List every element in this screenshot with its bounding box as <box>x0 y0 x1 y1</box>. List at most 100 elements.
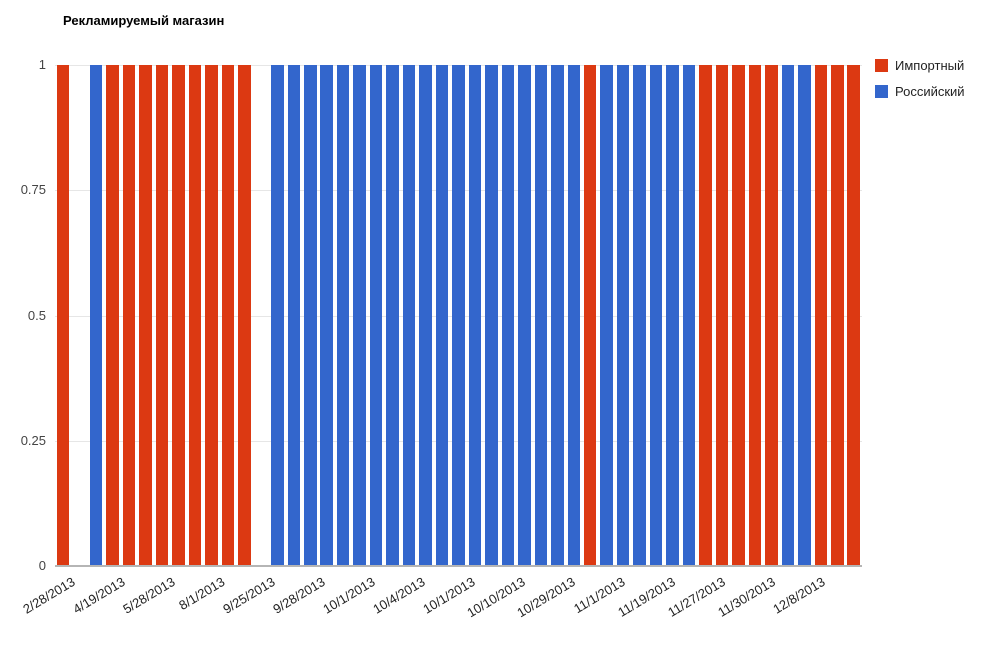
x-axis-label: 9/25/2013 <box>220 574 278 617</box>
x-axis-label: 12/8/2013 <box>770 574 828 617</box>
bar-slot <box>269 65 285 566</box>
bar-slot <box>714 65 730 566</box>
bar-slot-empty <box>71 65 87 566</box>
bar-imported[interactable] <box>831 65 844 566</box>
bar-russian[interactable] <box>271 65 284 566</box>
bar-slot <box>137 65 153 566</box>
bar-slot <box>236 65 252 566</box>
bar-russian[interactable] <box>551 65 564 566</box>
bar-slot <box>203 65 219 566</box>
bar-slot <box>121 65 137 566</box>
bar-imported[interactable] <box>205 65 218 566</box>
bar-russian[interactable] <box>419 65 432 566</box>
bar-slot <box>796 65 812 566</box>
bar-imported[interactable] <box>106 65 119 566</box>
bar-russian[interactable] <box>567 65 581 566</box>
bar-imported[interactable] <box>139 65 152 566</box>
legend-label: Российский <box>895 84 965 99</box>
bars-row <box>55 65 862 566</box>
bar-slot <box>170 65 186 566</box>
bar-russian[interactable] <box>781 65 795 566</box>
bar-russian[interactable] <box>633 65 646 566</box>
bar-imported[interactable] <box>765 65 778 566</box>
bar-imported[interactable] <box>221 65 235 566</box>
bar-slot <box>450 65 466 566</box>
bar-slot <box>846 65 862 566</box>
legend-item-imported: Импортный <box>875 58 965 73</box>
bar-slot <box>384 65 400 566</box>
bar-imported[interactable] <box>122 65 136 566</box>
bar-russian[interactable] <box>616 65 630 566</box>
bar-slot <box>434 65 450 566</box>
bar-imported[interactable] <box>748 65 762 566</box>
bar-imported[interactable] <box>814 65 828 566</box>
bar-imported[interactable] <box>238 65 251 566</box>
bar-russian[interactable] <box>452 65 465 566</box>
bar-slot <box>566 65 582 566</box>
bar-russian[interactable] <box>386 65 399 566</box>
bar-slot <box>220 65 236 566</box>
bar-russian[interactable] <box>666 65 679 566</box>
bar-slot <box>615 65 631 566</box>
plot-area <box>55 65 862 567</box>
bar-slot <box>780 65 796 566</box>
bar-imported[interactable] <box>583 65 597 566</box>
bar-imported[interactable] <box>155 65 169 566</box>
y-axis-label: 0 <box>38 558 46 573</box>
bar-russian[interactable] <box>682 65 696 566</box>
bar-russian[interactable] <box>353 65 366 566</box>
bar-slot <box>302 65 318 566</box>
bar-imported[interactable] <box>699 65 712 566</box>
bar-slot <box>730 65 746 566</box>
bar-slot <box>351 65 367 566</box>
x-axis-label: 5/28/2013 <box>120 574 178 617</box>
bar-imported[interactable] <box>188 65 202 566</box>
bar-slot <box>187 65 203 566</box>
bar-russian[interactable] <box>336 65 350 566</box>
bar-slot <box>88 65 104 566</box>
y-axis-label: 0.75 <box>20 182 46 198</box>
y-axis-label: 1 <box>38 57 46 72</box>
bar-russian[interactable] <box>369 65 383 566</box>
bar-russian[interactable] <box>320 65 333 566</box>
bar-russian[interactable] <box>435 65 449 566</box>
bar-slot <box>697 65 713 566</box>
bar-slot <box>549 65 565 566</box>
bar-slot <box>319 65 335 566</box>
bar-slot <box>763 65 779 566</box>
y-axis-label: 0.5 <box>27 307 46 323</box>
bar-russian[interactable] <box>501 65 515 566</box>
bar-russian[interactable] <box>287 65 301 566</box>
legend-label: Импортный <box>895 58 965 73</box>
bar-slot <box>516 65 532 566</box>
bar-russian[interactable] <box>89 65 103 566</box>
bar-slot <box>681 65 697 566</box>
bar-russian[interactable] <box>304 65 317 566</box>
bar-slot <box>335 65 351 566</box>
x-axis-label: 8/1/2013 <box>176 574 228 613</box>
bar-slot <box>648 65 664 566</box>
bar-imported[interactable] <box>732 65 745 566</box>
bar-russian[interactable] <box>402 65 416 566</box>
bar-russian[interactable] <box>518 65 531 566</box>
bar-imported[interactable] <box>56 65 70 566</box>
bar-russian[interactable] <box>649 65 663 566</box>
bar-imported[interactable] <box>172 65 185 566</box>
y-axis-label: 0.25 <box>20 432 46 448</box>
bar-russian[interactable] <box>534 65 548 566</box>
bar-russian[interactable] <box>485 65 498 566</box>
bar-slot <box>286 65 302 566</box>
bar-russian[interactable] <box>798 65 811 566</box>
bar-slot <box>467 65 483 566</box>
legend-swatch-icon <box>875 59 888 72</box>
bar-slot <box>401 65 417 566</box>
bar-slot <box>417 65 433 566</box>
bar-slot <box>368 65 384 566</box>
x-axis-label: 2/28/2013 <box>20 574 78 617</box>
bar-russian[interactable] <box>600 65 613 566</box>
bar-russian[interactable] <box>468 65 482 566</box>
bar-imported[interactable] <box>847 65 860 566</box>
bar-imported[interactable] <box>715 65 729 566</box>
bar-slot <box>664 65 680 566</box>
